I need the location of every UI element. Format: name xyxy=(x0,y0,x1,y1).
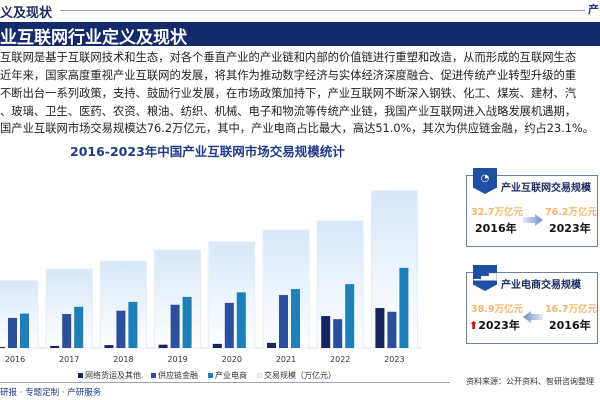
card-value: 38.9万亿元 xyxy=(471,304,523,315)
arrow-right-icon xyxy=(523,214,543,226)
divider xyxy=(60,10,585,11)
bar-finance xyxy=(224,302,234,348)
bar-finance xyxy=(170,304,180,348)
bar-ecommerce xyxy=(345,284,355,348)
card-year: 2016年 xyxy=(475,222,517,235)
card-year: 2023年 xyxy=(549,222,591,235)
card-year: ⬆2023年 xyxy=(469,319,520,332)
chart-legend: 网络货运及其他 供应链金融 产业电商 交易规模（万亿元） xyxy=(78,370,336,381)
bar-ecommerce xyxy=(128,301,138,348)
bar-chart-icon: ▁▃▅ xyxy=(473,265,497,291)
up-arrow-icon: ⬆ xyxy=(469,319,479,332)
card-value: 76.2万亿元 xyxy=(545,207,597,218)
legend-item: 交易规模（万亿元） xyxy=(257,370,336,381)
bar-freight xyxy=(212,343,222,348)
paragraph-line: 互联网是基于互联网技术和生态，对各个垂直产业的产业链和内部的价值链进行重塑和改造… xyxy=(0,51,577,64)
bar-ecommerce xyxy=(20,313,29,348)
legend-item: 供应链金融 xyxy=(151,370,198,381)
paragraph-line: 、玻璃、卫生、医药、农资、粮油、纺织、机械、电子和物流等传统产业链，我国产业互联… xyxy=(0,105,577,118)
bar-finance xyxy=(279,295,288,348)
bar-finance xyxy=(387,311,397,348)
source-text: 资料来源：公开资料、智研咨询整理 xyxy=(466,377,594,386)
bar-finance xyxy=(62,314,72,348)
card-value: 16.7万亿元 xyxy=(545,304,597,315)
bar-ecommerce xyxy=(291,289,300,348)
divider xyxy=(0,382,450,383)
bar-freight xyxy=(158,344,168,348)
bar-ecommerce xyxy=(182,296,192,348)
chart-title: 2016-2023年中国产业互联网市场交易规模统计 xyxy=(70,144,345,159)
card-title: 产业电商交易规模 xyxy=(501,280,581,291)
bar-ecommerce xyxy=(236,292,246,348)
bar-total xyxy=(0,280,39,349)
x-tick-label: 2017 xyxy=(59,355,79,364)
legend-item: 网络货运及其他 xyxy=(78,370,141,381)
bar-chart: 2016 2017 2018 2019 2020 2021 2022 2023 xyxy=(0,190,422,364)
paragraph-line: 不断出台一系列政策，支持、鼓励行业发展，在市场政策加持下，产业互联网不断深入钢铁… xyxy=(0,87,577,100)
bar-freight xyxy=(375,308,385,348)
bar-finance xyxy=(333,319,343,348)
bar-ecommerce xyxy=(74,306,84,348)
section-label: 义及现状 xyxy=(0,6,53,21)
bar-finance xyxy=(116,310,126,348)
x-tick-label: 2018 xyxy=(113,355,133,364)
bar-ecommerce xyxy=(399,267,409,348)
x-tick-label: 2016 xyxy=(5,355,25,364)
paragraph-line: 国产业互联网市场交易规模达76.2万亿元，其中，产业电商占比最大，高达51.0%… xyxy=(0,122,594,135)
brand-text: 产 xyxy=(588,3,599,16)
bar-freight xyxy=(0,346,5,348)
bar-freight xyxy=(104,345,114,348)
x-tick-label: 2019 xyxy=(167,355,187,364)
bar-freight xyxy=(321,316,331,348)
pie-chart-icon: ◔ xyxy=(473,168,497,194)
paragraph-line: 近年来，国家高度重视产业互联网的发展，将其作为推动数字经济与实体经济深度融合、促… xyxy=(0,69,577,82)
bar-finance xyxy=(8,317,17,348)
title-band: 业互联网行业定义及现状 xyxy=(0,22,600,48)
arrow-left-icon xyxy=(523,311,543,323)
stat-card-ecommerce: ▁▃▅ 产业电商交易规模 38.9万亿元 ⬆2023年 16.7万亿元 2016… xyxy=(466,265,598,344)
x-tick-label: 2023 xyxy=(384,355,404,364)
legend-item: 产业电商 xyxy=(208,370,247,381)
bar-freight xyxy=(267,342,276,348)
footer-text: 研报 · 专题定制 · 产研服务 xyxy=(0,388,102,398)
card-year: 2016年 xyxy=(549,319,591,332)
x-tick-label: 2021 xyxy=(276,355,296,364)
stat-card-internet: ◔ 产业互联网交易规模 32.7万亿元 2016年 76.2万亿元 2023年 xyxy=(466,168,598,247)
x-tick-label: 2022 xyxy=(330,355,350,364)
x-tick-label: 2020 xyxy=(222,355,242,364)
card-title: 产业互联网交易规模 xyxy=(501,183,591,194)
card-value: 32.7万亿元 xyxy=(471,207,523,218)
page-title: 业互联网行业定义及现状 xyxy=(0,28,187,48)
bar-freight xyxy=(50,345,60,348)
